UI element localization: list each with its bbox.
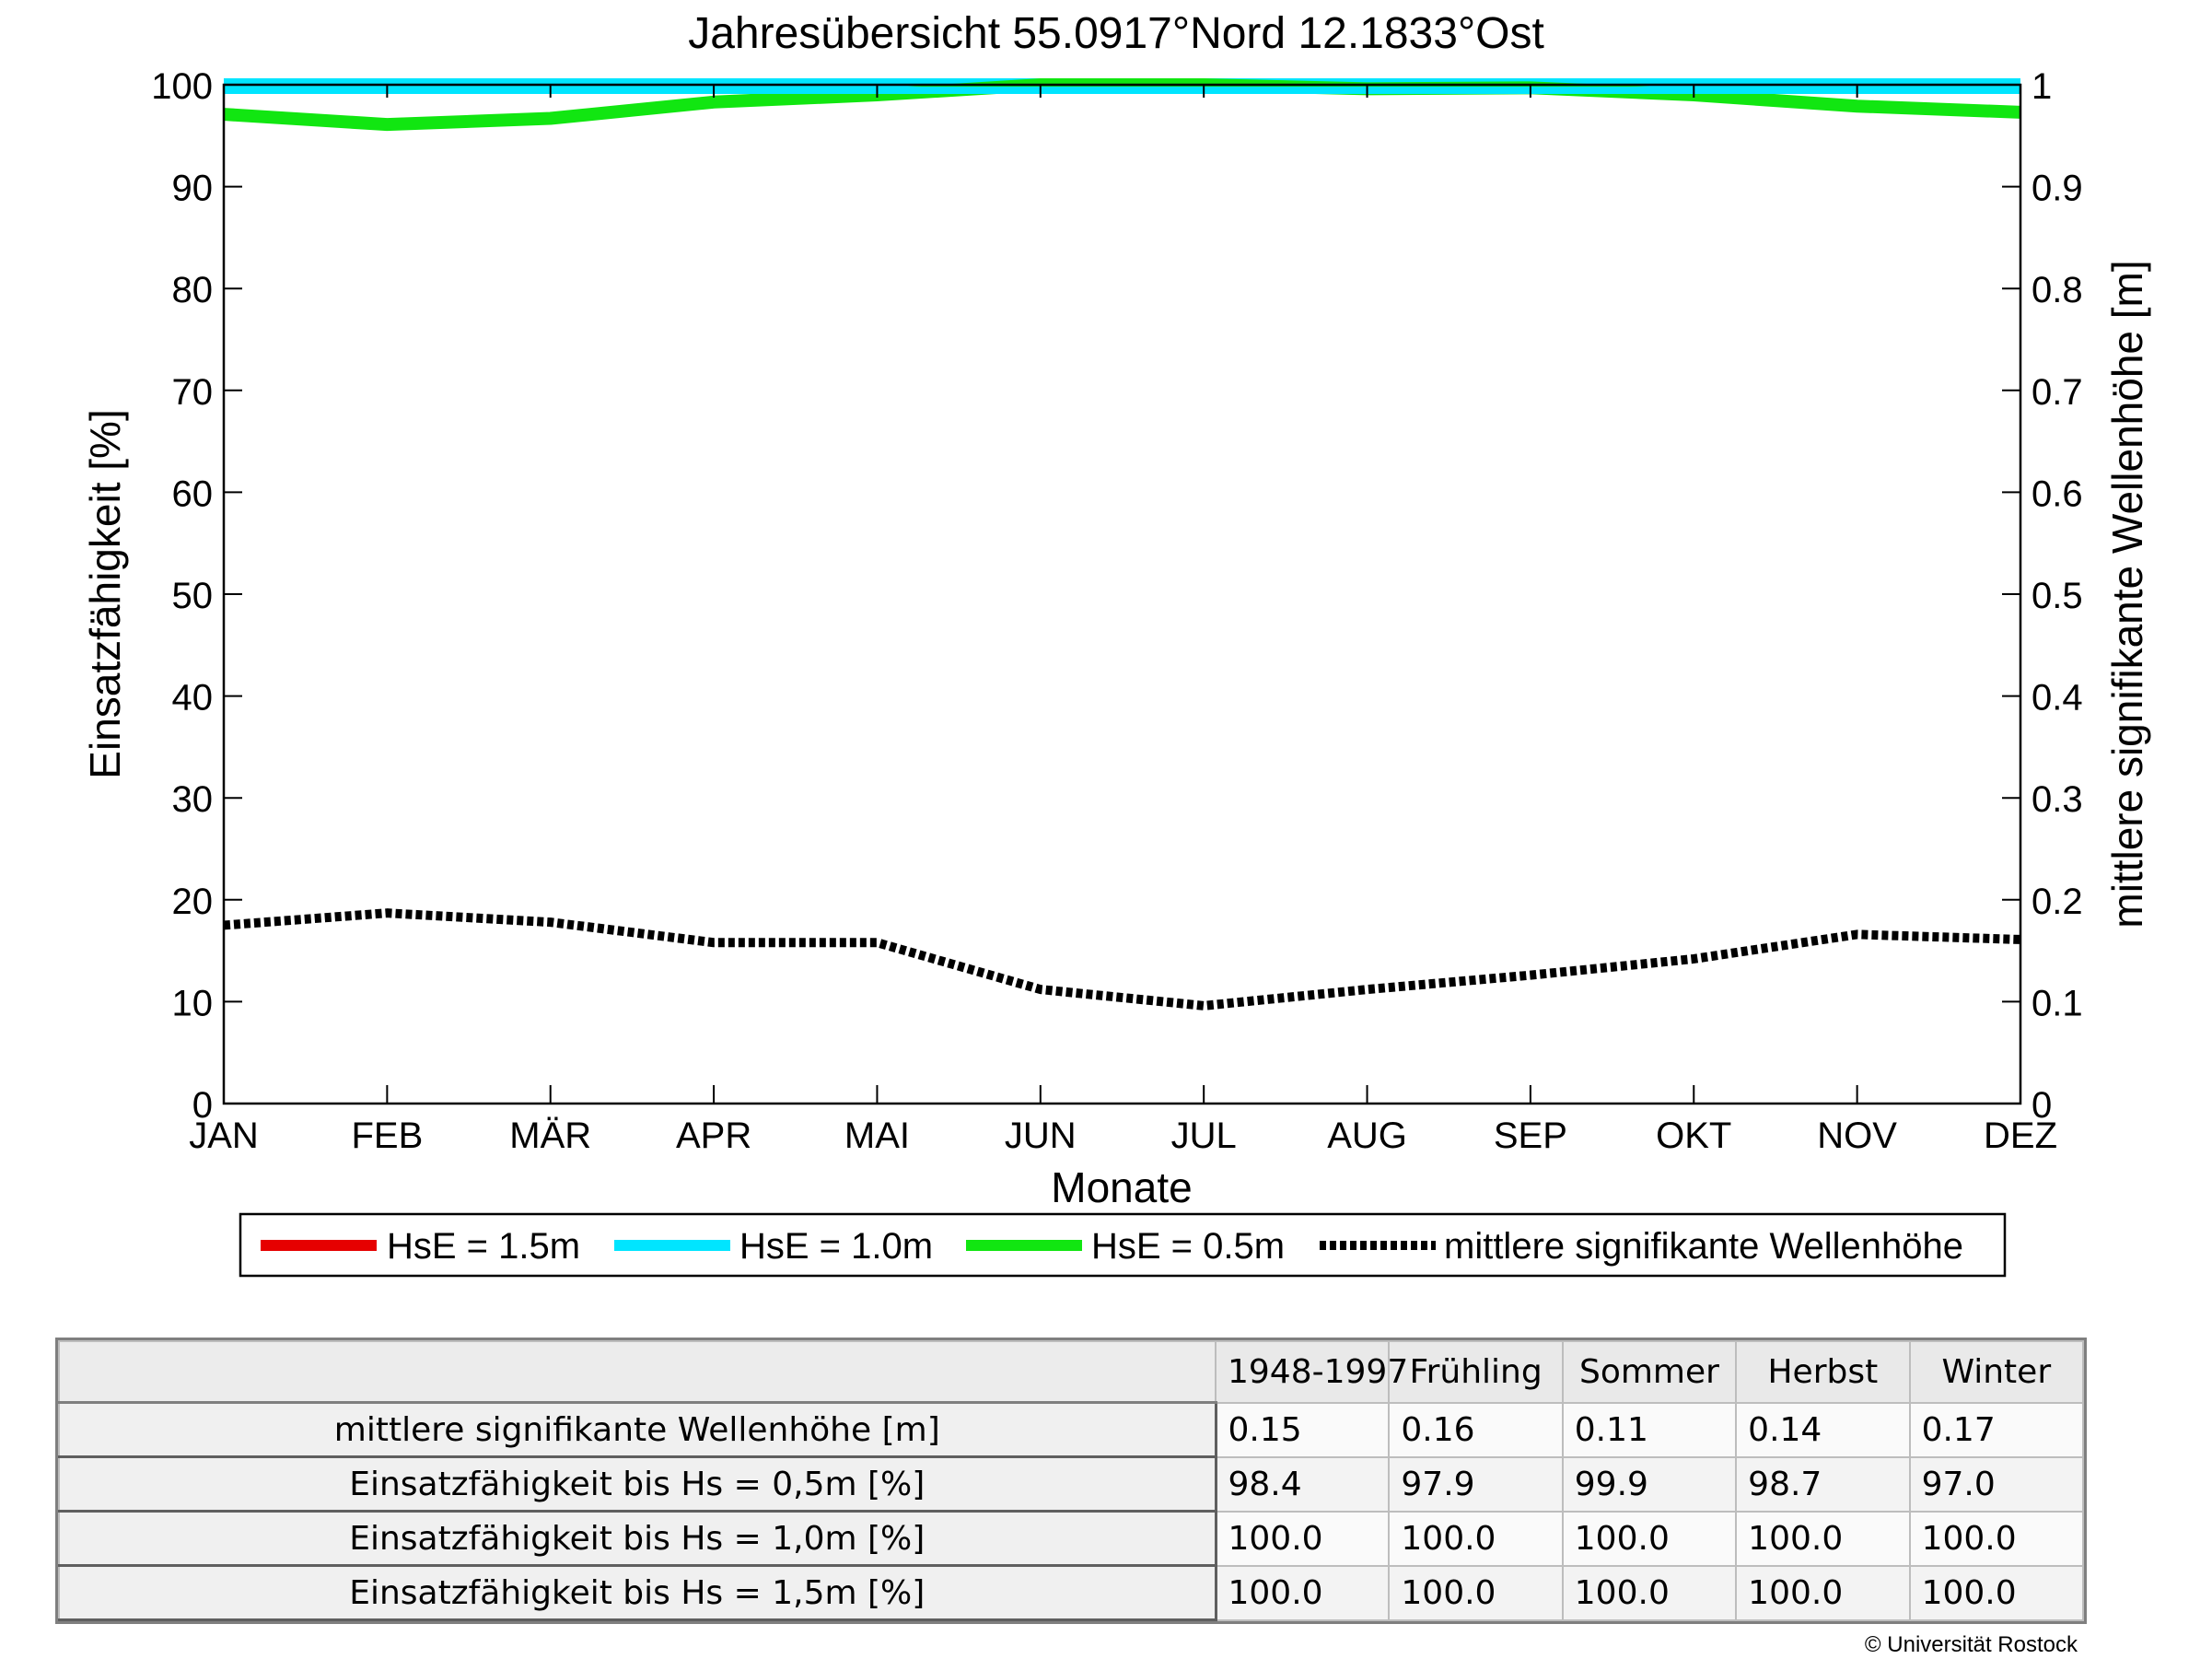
y-axis-label-left: Einsatzfähigkeit [%] bbox=[81, 409, 129, 778]
y-tick-label: 30 bbox=[172, 779, 214, 820]
x-tick-label: APR bbox=[676, 1116, 751, 1156]
y-tick-label: 10 bbox=[172, 983, 214, 1023]
x-tick-label: NOV bbox=[1817, 1116, 1897, 1156]
table-cell: 100.0 bbox=[1388, 1510, 1564, 1567]
x-tick-label: JAN bbox=[189, 1116, 259, 1156]
summary-table: 1948-1997 Frühling Sommer Herbst Winter … bbox=[58, 1340, 2085, 1621]
x-tick-label: JUN bbox=[1005, 1116, 1077, 1156]
table-cell: 98.7 bbox=[1735, 1455, 1911, 1513]
x-axis-label: Monate bbox=[1051, 1163, 1192, 1211]
x-tick-label: OKT bbox=[1656, 1116, 1731, 1156]
table-cell: 99.9 bbox=[1561, 1455, 1738, 1513]
table-cell: 100.0 bbox=[1214, 1564, 1391, 1621]
right-y-axis: 0 0.1 0.2 0.3 0.4 0.5 0.6 0.7 0.8 0.9 1 bbox=[2002, 66, 2083, 1126]
table-cell: 97.9 bbox=[1388, 1455, 1564, 1513]
legend: HsE = 1.5m HsE = 1.0m HsE = 0.5m mittlere s… bbox=[239, 1212, 2007, 1278]
table-cell: 100.0 bbox=[1561, 1564, 1738, 1621]
row-header: Einsatzfähigkeit bis Hs = 1,0m [%] bbox=[58, 1510, 1217, 1567]
copyright-notice: © Universität Rostock bbox=[1864, 1632, 2078, 1657]
y2-tick-label: 0.3 bbox=[2032, 779, 2083, 820]
y-tick-label: 80 bbox=[172, 270, 214, 310]
x-tick-label: MAI bbox=[844, 1116, 910, 1156]
series-line-3 bbox=[223, 908, 2021, 1011]
y-tick-label: 100 bbox=[151, 66, 213, 107]
table-corner-cell bbox=[58, 1340, 1217, 1404]
column-header: Herbst bbox=[1735, 1340, 1911, 1404]
y-tick-label: 40 bbox=[172, 678, 214, 719]
y2-tick-label: 0.6 bbox=[2032, 473, 2083, 514]
y2-tick-label: 0.4 bbox=[2032, 678, 2083, 719]
table-row: mittlere signifikante Wellenhöhe [m] 0.1… bbox=[58, 1401, 2085, 1458]
y-tick-label: 20 bbox=[172, 882, 214, 922]
plot-series bbox=[223, 78, 2021, 1011]
y2-tick-label: 0.1 bbox=[2032, 983, 2083, 1023]
table-cell: 100.0 bbox=[1561, 1510, 1738, 1567]
table-header-row: 1948-1997 Frühling Sommer Herbst Winter bbox=[58, 1340, 2085, 1404]
legend-label: HsE = 0.5m bbox=[1091, 1226, 1285, 1267]
y-axis-label-right: mittlere signifikante Wellenhöhe [m] bbox=[2103, 260, 2151, 928]
legend-label: HsE = 1.5m bbox=[387, 1226, 580, 1267]
table-cell: 100.0 bbox=[1735, 1510, 1911, 1567]
y2-tick-label: 0 bbox=[2032, 1085, 2052, 1126]
legend-label: HsE = 1.0m bbox=[739, 1226, 933, 1267]
table-row: Einsatzfähigkeit bis Hs = 1,0m [%] 100.0… bbox=[58, 1510, 2085, 1567]
row-header: Einsatzfähigkeit bis Hs = 0,5m [%] bbox=[58, 1455, 1217, 1513]
column-header: Sommer bbox=[1561, 1340, 1738, 1404]
x-tick-label: DEZ bbox=[1984, 1116, 2057, 1156]
row-header: Einsatzfähigkeit bis Hs = 1,5m [%] bbox=[58, 1564, 1217, 1621]
legend-label: mittlere signifikante Wellenhöhe bbox=[1444, 1226, 1963, 1267]
y2-tick-label: 1 bbox=[2032, 66, 2052, 107]
annual-overview-chart: Jahresübersicht 55.0917°Nord 12.1833°Ost… bbox=[81, 9, 2151, 1278]
table-cell: 97.0 bbox=[1908, 1455, 2085, 1513]
y-tick-label: 60 bbox=[172, 473, 214, 514]
x-tick-label: FEB bbox=[351, 1116, 423, 1156]
table-cell: 100.0 bbox=[1908, 1564, 2085, 1621]
table-cell: 0.14 bbox=[1735, 1401, 1911, 1458]
x-axis: JAN FEB MÄR APR MAI JUN JUL AUG SEP OKT NOV DEZ bbox=[189, 85, 2057, 1156]
table-cell: 100.0 bbox=[1388, 1564, 1564, 1621]
column-header: Frühling bbox=[1388, 1340, 1564, 1404]
table-cell: 98.4 bbox=[1214, 1455, 1391, 1513]
column-header: Winter bbox=[1908, 1340, 2085, 1404]
legend-box bbox=[239, 1212, 2007, 1278]
table-cell: 0.16 bbox=[1388, 1401, 1564, 1458]
x-tick-label: AUG bbox=[1327, 1116, 1407, 1156]
table-row: Einsatzfähigkeit bis Hs = 1,5m [%] 100.0… bbox=[58, 1564, 2085, 1621]
table-row: Einsatzfähigkeit bis Hs = 0,5m [%] 98.4 … bbox=[58, 1455, 2085, 1513]
table-cell: 0.15 bbox=[1214, 1401, 1391, 1458]
left-y-axis: 0 10 20 30 40 50 60 70 80 90 100 bbox=[151, 66, 242, 1126]
y-tick-label: 70 bbox=[172, 372, 214, 413]
table-cell: 100.0 bbox=[1735, 1564, 1911, 1621]
table-cell: 0.17 bbox=[1908, 1401, 2085, 1458]
table-cell: 100.0 bbox=[1214, 1510, 1391, 1567]
x-tick-label: JUL bbox=[1171, 1116, 1237, 1156]
y-tick-label: 50 bbox=[172, 576, 214, 616]
row-header: mittlere signifikante Wellenhöhe [m] bbox=[58, 1401, 1217, 1458]
y2-tick-label: 0.8 bbox=[2032, 270, 2083, 310]
x-tick-label: MÄR bbox=[509, 1116, 591, 1156]
y-tick-label: 0 bbox=[192, 1085, 213, 1126]
table-cell: 100.0 bbox=[1908, 1510, 2085, 1567]
summary-table-container: 1948-1997 Frühling Sommer Herbst Winter … bbox=[55, 1338, 2087, 1624]
chart-title: Jahresübersicht 55.0917°Nord 12.1833°Ost bbox=[688, 9, 1544, 58]
y2-tick-label: 0.2 bbox=[2032, 882, 2083, 922]
y2-tick-label: 0.9 bbox=[2032, 169, 2083, 209]
table-cell: 0.11 bbox=[1561, 1401, 1738, 1458]
y2-tick-label: 0.5 bbox=[2032, 576, 2083, 616]
column-header: 1948-1997 bbox=[1214, 1340, 1408, 1404]
y2-tick-label: 0.7 bbox=[2032, 372, 2083, 413]
y-tick-label: 90 bbox=[172, 169, 214, 209]
plot-area-frame bbox=[222, 83, 2022, 1105]
x-tick-label: SEP bbox=[1494, 1116, 1567, 1156]
